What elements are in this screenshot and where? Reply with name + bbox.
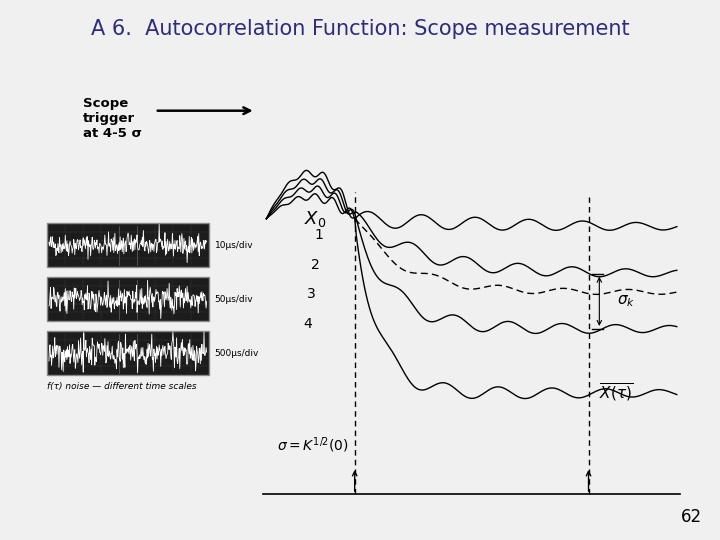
Text: 62: 62 [681, 509, 702, 526]
Text: 2: 2 [311, 258, 320, 272]
Text: $\sigma_k$: $\sigma_k$ [617, 293, 636, 309]
Text: f(τ) noise — different time scales: f(τ) noise — different time scales [47, 382, 197, 392]
Text: 50μs/div: 50μs/div [215, 295, 253, 303]
Text: 3: 3 [307, 287, 316, 301]
Text: 4: 4 [304, 317, 312, 331]
Bar [47, 223, 209, 267]
Text: 1: 1 [314, 228, 323, 242]
Bar [47, 331, 209, 375]
Text: $X_0$: $X_0$ [304, 208, 326, 229]
Text: $\overline{X(\tau)}$: $\overline{X(\tau)}$ [599, 382, 634, 404]
Bar [47, 277, 209, 321]
Text: $\sigma = K^{1/2}(0)$: $\sigma = K^{1/2}(0)$ [277, 436, 349, 455]
Text: 10μs/div: 10μs/div [215, 241, 253, 249]
Text: Scope
trigger
at 4-5 σ: Scope trigger at 4-5 σ [83, 97, 142, 140]
Text: A 6.  Autocorrelation Function: Scope measurement: A 6. Autocorrelation Function: Scope mea… [91, 19, 629, 39]
Text: 500μs/div: 500μs/div [215, 349, 259, 357]
